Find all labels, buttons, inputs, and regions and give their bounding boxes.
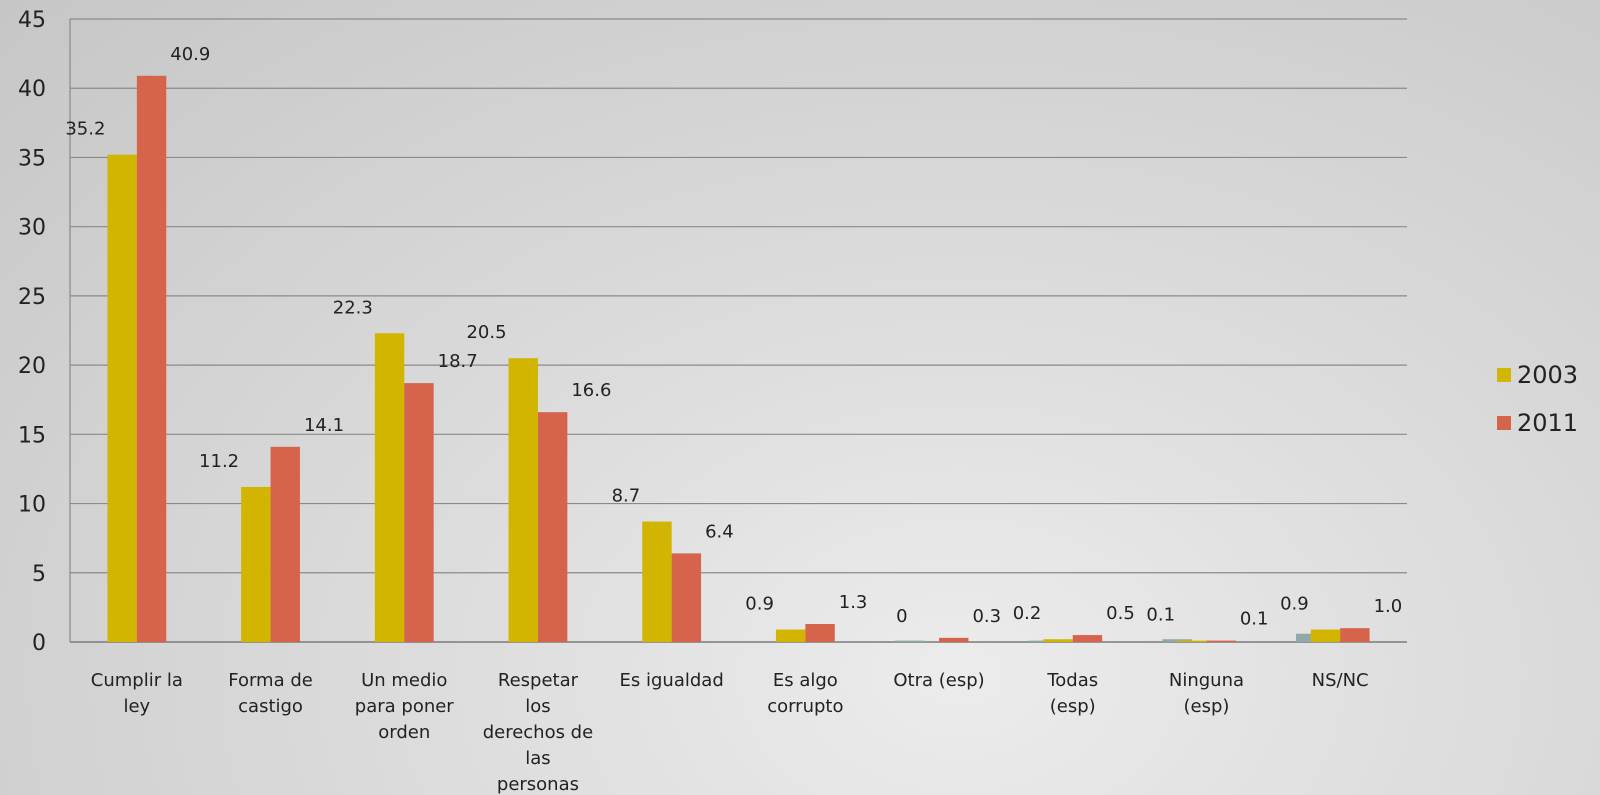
data-label-2011: 0.1 (1240, 609, 1269, 630)
legend-swatch-2003 (1497, 368, 1511, 382)
x-category-line: las (525, 748, 550, 769)
bar-2011 (136, 75, 167, 643)
data-label-2003: 11.2 (199, 451, 239, 472)
x-category-line: corrupto (767, 696, 843, 717)
bar-ghost (1162, 639, 1192, 642)
data-label-2011: 1.0 (1374, 596, 1403, 617)
data-label-2003: 35.2 (65, 119, 105, 140)
data-label-2011: 6.4 (705, 521, 734, 542)
y-tick-label: 15 (18, 423, 46, 448)
bar-2003 (642, 521, 672, 642)
x-category-label: Ninguna (esp) (1169, 670, 1244, 717)
bar-2011 (1340, 628, 1370, 642)
bars (107, 75, 1370, 643)
x-category-line: Es igualdad (620, 670, 724, 691)
bar-ghost (1028, 640, 1059, 642)
x-category-label: Es igualdad (620, 670, 724, 691)
x-category-line: NS/NC (1312, 670, 1369, 691)
x-axis-categories: Cumplir la ley Forma de castigo Un medio para… (91, 670, 1369, 795)
bar-2011 (805, 624, 835, 642)
y-tick-label: 5 (32, 562, 46, 587)
bar-2003 (374, 333, 405, 642)
y-axis-ticks: 0 5 10 15 20 25 30 35 40 45 (18, 8, 46, 656)
bar-2011 (537, 412, 568, 642)
data-label-2011: 1.3 (839, 592, 868, 613)
x-category-line: Otra (esp) (893, 670, 984, 691)
y-tick-label: 35 (18, 146, 46, 171)
x-category-line: Todas (1046, 670, 1098, 691)
bar-2003 (241, 486, 271, 642)
y-tick-label: 20 (18, 354, 46, 379)
data-label-2003: 0 (896, 606, 907, 627)
y-tick-label: 25 (18, 285, 46, 310)
data-label-2003: 0.2 (1013, 603, 1042, 624)
legend-label-2011: 2011 (1517, 409, 1578, 437)
x-category-line: (esp) (1183, 696, 1229, 717)
bar-2003 (1043, 639, 1073, 642)
data-label-2003: 20.5 (466, 322, 506, 343)
x-category-line: (esp) (1050, 696, 1096, 717)
y-tick-label: 0 (32, 631, 46, 656)
data-label-2003: 22.3 (333, 297, 373, 318)
bar-2003 (1310, 629, 1341, 642)
legend-label-2003: 2003 (1517, 361, 1578, 389)
bar-2003 (775, 629, 806, 642)
data-label-2011: 18.7 (438, 351, 478, 372)
y-tick-label: 40 (18, 77, 46, 102)
x-category-label: Respetar los derechos de las personas (483, 670, 594, 795)
x-category-line: derechos de (483, 722, 594, 743)
data-label-2011: 16.6 (571, 380, 611, 401)
x-category-label: Es algo corrupto (767, 670, 843, 717)
x-category-line: ley (123, 696, 150, 717)
x-category-line: castigo (238, 696, 303, 717)
x-category-line: Forma de (228, 670, 313, 691)
bar-2003 (508, 358, 538, 642)
data-label-2011: 0.5 (1106, 603, 1135, 624)
x-category-line: Es algo (773, 670, 838, 691)
data-labels: 35.2 40.9 11.2 14.1 22.3 18.7 20.5 16.6 8.7 6.4 0.… (65, 44, 1402, 630)
data-label-2003: 0.9 (745, 594, 774, 615)
data-label-2003: 0.1 (1146, 605, 1175, 626)
legend: 2003 2011 (1497, 361, 1578, 437)
x-category-label: Un medio para poner orden (355, 670, 455, 743)
x-category-label: Todas (esp) (1046, 670, 1098, 717)
x-category-line: Un medio (361, 670, 447, 691)
bar-2011 (270, 446, 300, 642)
x-category-line: orden (378, 722, 430, 743)
bar-2011 (671, 553, 702, 642)
bar-2011 (1206, 640, 1236, 642)
data-label-2011: 40.9 (170, 44, 210, 65)
x-category-line: personas (497, 774, 579, 795)
bar-2003 (1177, 640, 1207, 642)
x-category-label: Otra (esp) (893, 670, 984, 691)
bar-ghost (894, 640, 925, 642)
bar-2011 (939, 637, 969, 642)
y-tick-label: 45 (18, 8, 46, 33)
legend-swatch-2011 (1497, 416, 1511, 430)
x-category-line: los (525, 696, 550, 717)
x-category-line: Respetar (498, 670, 579, 691)
x-category-line: Cumplir la (91, 670, 183, 691)
data-label-2011: 14.1 (304, 415, 344, 436)
x-category-line: para poner (355, 696, 455, 717)
data-label-2011: 0.3 (972, 606, 1001, 627)
bar-2011 (404, 383, 434, 642)
data-label-2003: 8.7 (612, 486, 641, 507)
x-category-label: NS/NC (1312, 670, 1369, 691)
bar-2003 (107, 154, 137, 643)
x-category-line: Ninguna (1169, 670, 1244, 691)
y-tick-label: 30 (18, 216, 46, 241)
x-category-label: Cumplir la ley (91, 670, 183, 717)
x-category-label: Forma de castigo (228, 670, 313, 717)
y-tick-label: 10 (18, 493, 46, 518)
data-label-2003: 0.9 (1280, 594, 1309, 615)
bar-2011 (1072, 635, 1103, 642)
